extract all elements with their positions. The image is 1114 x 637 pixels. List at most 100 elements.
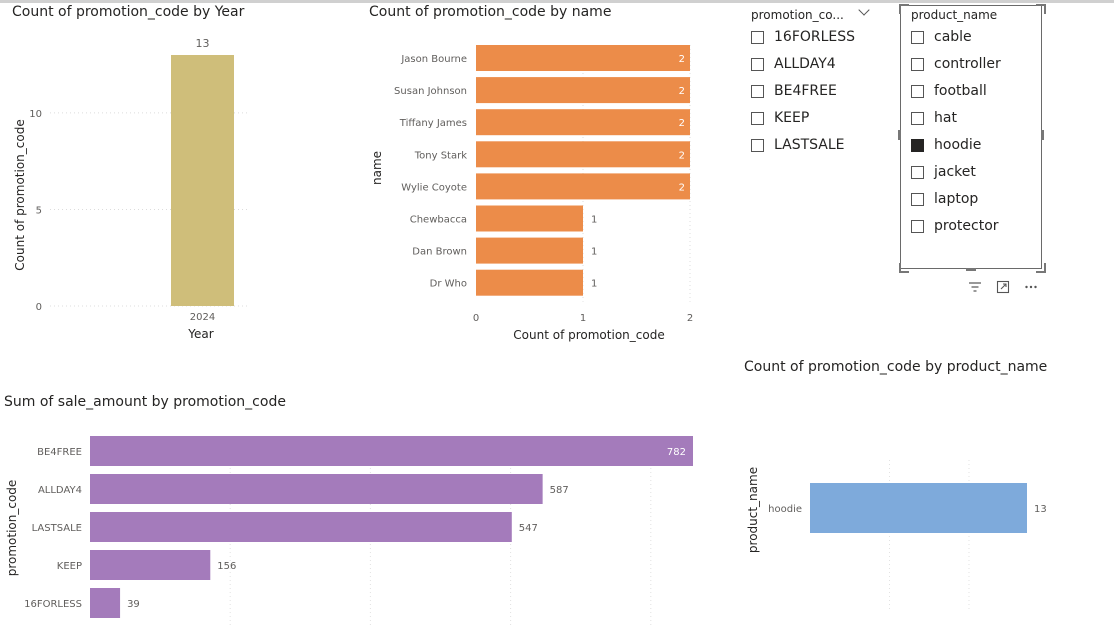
focus-mode-icon[interactable] (996, 280, 1010, 294)
category-label: BE4FREE (37, 447, 82, 458)
name-chart-title: Count of promotion_code by name (369, 4, 612, 20)
promotion-code-slicer[interactable]: promotion_co... 16FORLESS ALLDAY4 BE4FREE K… (751, 8, 881, 168)
y-axis-title: product_name (746, 467, 760, 553)
data-label: 2 (679, 54, 685, 65)
bar-keep[interactable] (90, 550, 211, 580)
year-chart[interactable]: 0 5 10 13 2024 Year Count of promotion_code (0, 25, 250, 345)
y-axis-title: Count of promotion_code (13, 119, 27, 270)
checkbox[interactable] (751, 84, 764, 98)
data-label: 1 (591, 215, 597, 226)
slicer-item-keep[interactable]: KEEP (751, 108, 809, 128)
slicer-item-football[interactable]: football (911, 81, 987, 101)
resize-corner-bottom-right[interactable] (1036, 263, 1046, 273)
data-label: 2 (679, 150, 685, 161)
x-axis-title: Count of promotion_code (513, 328, 664, 342)
checkbox[interactable] (751, 57, 764, 71)
slicer-item-label: cable (934, 29, 972, 45)
slicer-item-label: 16FORLESS (774, 29, 856, 45)
bar-allday4[interactable] (90, 474, 543, 504)
data-label: 1 (591, 279, 597, 290)
top-border (0, 0, 1114, 3)
name-chart[interactable]: 0 1 2 Jason Bourne 2 Susan Johnson 2 Tiffany Ja… (360, 25, 720, 350)
category-label: LASTSALE (32, 523, 82, 534)
bar-2024[interactable] (171, 55, 234, 306)
resize-handle-bottom[interactable] (966, 268, 976, 271)
data-label: 13 (1034, 504, 1047, 515)
category-label: ALLDAY4 (38, 485, 82, 496)
promotion-code-slicer-header: promotion_co... (751, 8, 844, 22)
product-chart[interactable]: hoodie 13 product_name (740, 420, 1080, 620)
checkbox[interactable] (911, 192, 924, 206)
slicer-item-label: laptop (934, 191, 979, 207)
checkbox[interactable] (911, 111, 924, 125)
slicer-item-allday4[interactable]: ALLDAY4 (751, 54, 836, 74)
x-axis-title: Year (187, 327, 213, 341)
y-tick-label: 0 (36, 302, 42, 313)
bar-hoodie[interactable] (810, 483, 1027, 533)
slicer-item-16forless[interactable]: 16FORLESS (751, 27, 855, 47)
category-label: Chewbacca (410, 215, 467, 226)
slicer-item-label: BE4FREE (774, 83, 837, 99)
slicer-item-label: ALLDAY4 (774, 56, 836, 72)
bar-dr-who[interactable] (476, 269, 583, 296)
bar-be4free[interactable] (90, 436, 693, 466)
data-label: 156 (217, 561, 236, 572)
bar-tiffany-james[interactable] (476, 109, 690, 136)
sale-chart[interactable]: BE4FREE 782 ALLDAY4 587 LASTSALE 547 KEEP 156 16… (0, 420, 720, 635)
slicer-item-lastsale[interactable]: LASTSALE (751, 135, 845, 155)
bar-tony-stark[interactable] (476, 141, 690, 168)
slicer-item-cable[interactable]: cable (911, 27, 972, 47)
resize-corner-bottom-left[interactable] (899, 263, 909, 273)
product-name-slicer-header: product_name (911, 8, 998, 22)
category-label: hoodie (768, 504, 802, 515)
slicer-item-label: controller (934, 56, 1001, 72)
slicer-item-hoodie[interactable]: hoodie (911, 135, 981, 155)
slicer-item-protector[interactable]: protector (911, 216, 999, 236)
resize-handle-left[interactable] (898, 130, 901, 140)
slicer-item-controller[interactable]: controller (911, 54, 1001, 74)
checkbox[interactable] (911, 165, 924, 179)
resize-handle-right[interactable] (1041, 130, 1044, 140)
category-label: Wylie Coyote (401, 182, 467, 193)
more-options-icon[interactable] (1024, 280, 1038, 294)
category-label: Jason Bourne (400, 54, 467, 65)
category-label: 16FORLESS (24, 599, 82, 610)
slicer-item-label: hat (934, 110, 957, 126)
slicer-item-hat[interactable]: hat (911, 108, 957, 128)
slicer-item-be4free[interactable]: BE4FREE (751, 81, 837, 101)
y-axis-title: name (370, 151, 384, 185)
checkbox[interactable] (911, 30, 924, 44)
category-label: Dr Who (430, 279, 467, 290)
slicer-item-laptop[interactable]: laptop (911, 189, 978, 209)
bar-chewbacca[interactable] (476, 205, 583, 232)
bar-lastsale[interactable] (90, 512, 512, 542)
bar-16forless[interactable] (90, 588, 121, 618)
slicer-item-label: jacket (934, 164, 976, 180)
bar-jason-bourne[interactable] (476, 45, 690, 71)
slicer-item-label: protector (934, 218, 999, 234)
year-chart-title: Count of promotion_code by Year (12, 4, 245, 20)
data-label: 1 (591, 247, 597, 258)
slicer-item-jacket[interactable]: jacket (911, 162, 976, 182)
bar-susan-johnson[interactable] (476, 77, 690, 104)
checkbox[interactable] (911, 84, 924, 98)
resize-corner-top-right[interactable] (1036, 4, 1046, 14)
x-tick-label: 0 (473, 313, 479, 324)
data-label: 547 (519, 523, 538, 534)
checkbox[interactable] (911, 219, 924, 233)
checkbox[interactable] (751, 138, 764, 152)
slicer-item-label: football (934, 83, 987, 99)
bar-dan-brown[interactable] (476, 237, 583, 264)
resize-corner-top-left[interactable] (899, 4, 909, 14)
checkbox[interactable] (751, 111, 764, 125)
data-label: 13 (196, 37, 210, 50)
checkbox[interactable] (751, 30, 764, 44)
product-name-slicer[interactable]: product_name cable controller football hat h… (911, 8, 1036, 248)
data-label: 2 (679, 86, 685, 97)
checkbox[interactable] (911, 57, 924, 71)
x-tick-label: 2024 (190, 312, 215, 323)
bar-wylie-coyote[interactable] (476, 173, 690, 200)
filter-icon[interactable] (968, 280, 982, 294)
category-label: Susan Johnson (394, 86, 467, 97)
checkbox[interactable] (911, 138, 924, 152)
